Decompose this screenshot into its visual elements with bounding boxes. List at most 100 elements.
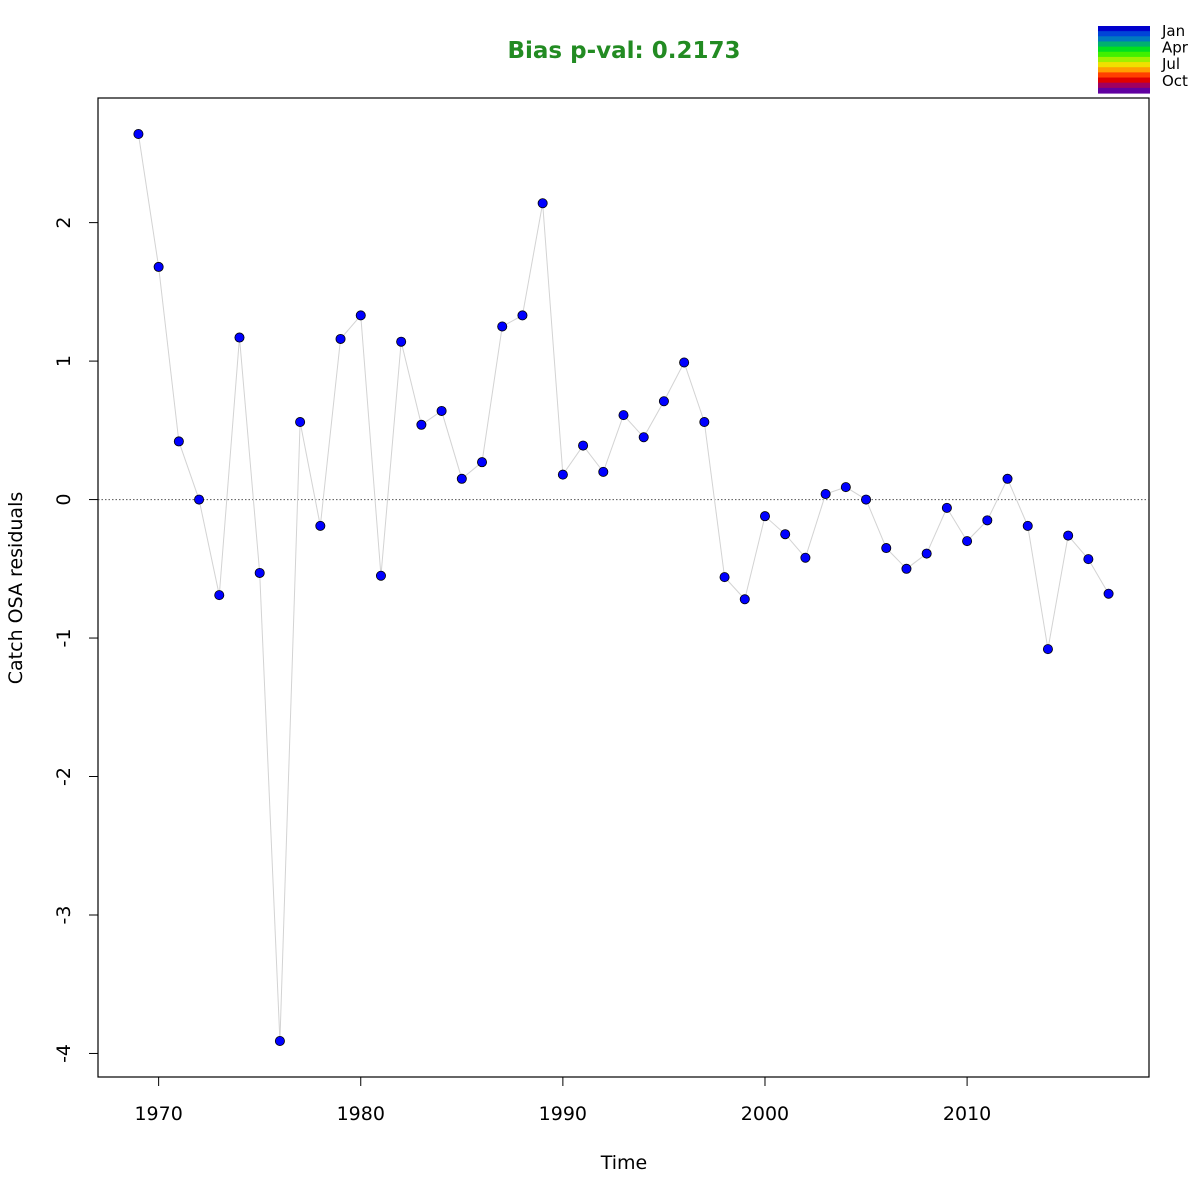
series-segment [946, 507, 968, 542]
data-point [214, 590, 225, 601]
data-point [901, 563, 912, 574]
series-segment [198, 499, 220, 596]
data-point [941, 502, 952, 513]
data-point [517, 310, 528, 321]
y-tick-label: 0 [53, 494, 75, 506]
legend-color-band [1098, 46, 1150, 53]
data-point [921, 548, 932, 559]
data-point [840, 482, 851, 493]
series-segment [259, 572, 281, 1042]
data-point [618, 410, 629, 421]
x-tick-label: 1970 [134, 1103, 182, 1125]
data-point [557, 469, 568, 480]
data-point [375, 570, 386, 581]
data-point [800, 552, 811, 563]
data-point [982, 515, 993, 526]
y-tick-label: -2 [53, 767, 75, 786]
data-point [820, 489, 831, 500]
series-segment [1027, 525, 1049, 650]
y-axis-label: Catch OSA residuals [5, 492, 27, 684]
series-segment [865, 499, 887, 549]
x-tick-label: 2010 [943, 1103, 991, 1125]
series-segment [481, 326, 503, 463]
series-segment [683, 362, 705, 423]
series-segment [441, 410, 463, 479]
series-segment [1067, 535, 1089, 560]
legend-color-band [1098, 36, 1150, 43]
y-tick-label: 2 [53, 217, 75, 229]
legend-color-band [1098, 62, 1150, 68]
series-segment [986, 478, 1008, 521]
data-point [881, 543, 892, 554]
y-axis: -4 -3 -2 -1 0 1 2 [53, 217, 99, 1063]
y-tick-label: -3 [53, 906, 75, 925]
x-axis-label: Time [600, 1152, 648, 1174]
data-point [578, 440, 589, 451]
data-point [194, 494, 205, 505]
data-point [759, 511, 770, 522]
x-tick-label: 2000 [741, 1103, 789, 1125]
series-segment [238, 337, 261, 574]
chart-title: Bias p-val: 0.2173 [508, 38, 741, 64]
legend-color-band [1098, 31, 1150, 37]
data-point [699, 417, 710, 428]
data-point [497, 321, 508, 332]
series-segment [562, 445, 584, 475]
series-segment [1087, 558, 1110, 594]
data-point [658, 396, 669, 407]
legend-color-band [1098, 26, 1150, 32]
legend-label: Jul [1161, 55, 1180, 73]
data-point [416, 419, 427, 430]
series-segment [218, 337, 240, 596]
series-segment [360, 315, 382, 576]
legend-color-band [1098, 72, 1150, 79]
series-segment [643, 401, 665, 438]
series-segment [926, 507, 948, 554]
series-segment [784, 533, 806, 559]
data-points [133, 129, 1114, 1046]
data-point [456, 473, 467, 484]
data-point [598, 466, 609, 477]
data-point [133, 129, 144, 140]
legend-label: Jan [1161, 22, 1185, 40]
series-segment [380, 341, 402, 576]
series-segment [663, 362, 685, 402]
data-point [537, 198, 548, 209]
data-point [173, 436, 184, 447]
series-segment [1047, 535, 1069, 650]
x-tick-label: 1980 [337, 1103, 385, 1125]
legend-color-band [1098, 51, 1150, 58]
data-point [1063, 530, 1074, 541]
series-segment [319, 338, 342, 526]
data-point [436, 405, 447, 416]
series-connector-lines [137, 133, 1110, 1042]
data-point [396, 336, 407, 347]
data-point [254, 567, 265, 578]
series-segment [340, 315, 362, 340]
series-segment [804, 493, 827, 558]
data-point [1002, 473, 1013, 484]
data-point [153, 261, 164, 272]
data-point [638, 432, 649, 443]
data-point [861, 494, 872, 505]
series-segment [602, 414, 624, 473]
y-tick-label: -1 [53, 629, 75, 648]
legend-color-band [1098, 56, 1150, 63]
data-point [295, 417, 306, 428]
series-segment [582, 445, 604, 473]
data-point [739, 594, 750, 605]
data-point [315, 520, 326, 531]
series-segment [178, 441, 200, 500]
data-point [1083, 554, 1094, 565]
data-point [335, 333, 346, 344]
legend-label: Oct [1162, 72, 1188, 90]
data-point [1022, 520, 1033, 531]
series-segment [1007, 478, 1029, 527]
legend-color-band [1098, 87, 1150, 94]
series-segment [703, 421, 726, 578]
series-segment [137, 133, 160, 268]
series-segment [158, 266, 180, 442]
legend-label: Apr [1162, 39, 1189, 57]
